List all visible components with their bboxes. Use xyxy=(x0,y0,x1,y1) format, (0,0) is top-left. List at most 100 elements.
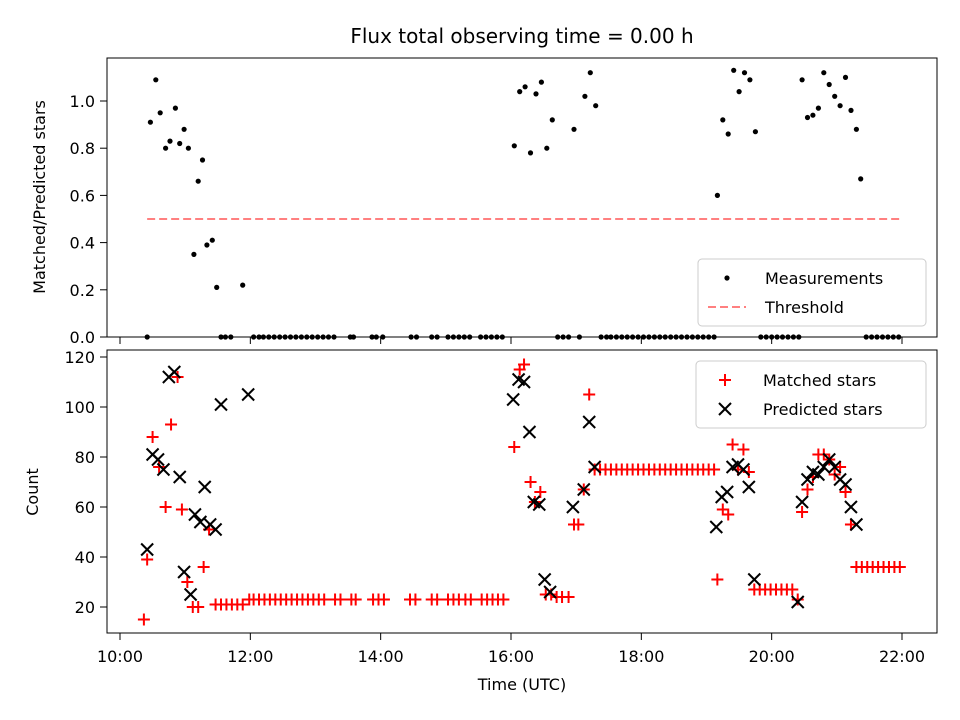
matched-star-point-96 xyxy=(726,438,739,451)
matched-star-point-42 xyxy=(409,593,422,606)
matched-star-point-8 xyxy=(181,576,194,588)
measurement-point-110 xyxy=(804,114,811,121)
matched-star-point-117 xyxy=(839,486,852,498)
top-panel: 0.0 0.2 0.4 0.6 0.8 1.0 Matched/Predicted sta… xyxy=(30,57,938,347)
measurement-point-9 xyxy=(185,145,191,151)
measurement-point-96 xyxy=(731,67,737,73)
top-y-ticks: 0.0 0.2 0.4 0.6 0.8 1.0 xyxy=(70,92,107,347)
measurement-point-66 xyxy=(571,126,577,132)
top-y-tick-label-2: 0.4 xyxy=(70,234,95,253)
predicted-star-point-13 xyxy=(208,522,223,537)
predicted-star-point-28 xyxy=(709,520,723,534)
measurement-point-57 xyxy=(522,84,528,90)
bottom-x-tick-label-2: 14:00 xyxy=(358,647,404,666)
bottom-legend-marker-matched xyxy=(719,374,731,386)
matched-star-point-0 xyxy=(137,613,150,626)
measurement-point-112 xyxy=(815,105,822,111)
matched-star-point-57 xyxy=(518,358,531,371)
matched-star-point-35 xyxy=(334,593,347,606)
measurement-point-55 xyxy=(511,143,517,149)
measurement-point-5 xyxy=(167,138,173,144)
measurement-point-56 xyxy=(517,89,523,95)
top-legend-label-threshold: Threshold xyxy=(764,298,844,317)
measurement-point-116 xyxy=(837,103,843,109)
predicted-star-point-16 xyxy=(506,392,520,407)
measurement-point-69 xyxy=(587,70,593,76)
matched-star-point-55 xyxy=(508,441,521,453)
bottom-x-tick-label-0: 10:00 xyxy=(97,647,143,666)
matched-star-point-58 xyxy=(524,476,537,488)
predicted-star-point-19 xyxy=(522,425,537,439)
bottom-x-tick-label-3: 16:00 xyxy=(488,647,534,666)
predicted-star-point-21 xyxy=(532,497,546,512)
top-chart-title: Flux total observing time = 0.00 h xyxy=(350,24,693,48)
matched-star-point-110 xyxy=(801,483,814,496)
bottom-x-ticks: 10:00 12:00 14:00 16:00 18:00 20:00 22:00 xyxy=(97,633,925,666)
measurement-point-2 xyxy=(153,77,159,83)
top-y-tick-label-5: 1.0 xyxy=(70,92,95,111)
predicted-star-point-10 xyxy=(193,515,208,529)
bottom-y-axis-label: Count xyxy=(23,468,42,516)
bottom-panel: 20 40 60 80 100 120 10:00 12:00 14:00 16:00 18:00… xyxy=(23,348,938,694)
measurement-point-109 xyxy=(799,77,805,83)
measurement-point-120 xyxy=(858,176,864,182)
measurement-point-11 xyxy=(195,178,201,184)
measurement-point-13 xyxy=(204,242,210,248)
measurement-point-118 xyxy=(848,107,854,113)
bottom-y-ticks: 20 40 60 80 100 120 xyxy=(64,348,107,617)
matched-star-point-37 xyxy=(349,593,362,606)
matched-star-point-65 xyxy=(562,591,575,603)
matched-star-point-109 xyxy=(796,506,809,518)
predicted-star-point-24 xyxy=(566,500,580,514)
predicted-star-point-37 xyxy=(795,495,809,509)
measurement-point-60 xyxy=(538,79,545,85)
predicted-star-point-3 xyxy=(156,462,171,477)
predicted-star-point-22 xyxy=(537,572,552,587)
measurement-point-119 xyxy=(853,126,860,132)
bottom-legend-marker-predicted xyxy=(718,402,732,416)
measurement-point-15 xyxy=(214,284,220,290)
measurement-point-12 xyxy=(199,157,206,163)
bottom-x-tick-label-6: 22:00 xyxy=(879,647,925,666)
bottom-legend: Matched stars Predicted stars xyxy=(695,360,927,429)
measurement-point-100 xyxy=(752,129,759,135)
predicted-star-point-5 xyxy=(167,365,182,379)
matched-star-point-6 xyxy=(171,371,184,383)
top-x-ticks xyxy=(119,337,903,344)
predicted-star-point-7 xyxy=(177,565,191,579)
matched-star-point-92 xyxy=(708,463,721,476)
matched-star-point-127 xyxy=(893,561,906,573)
measurement-point-115 xyxy=(832,93,838,99)
predicted-star-point-36 xyxy=(791,595,805,609)
top-y-tick-label-3: 0.6 xyxy=(70,186,95,205)
predicted-star-point-18 xyxy=(517,375,531,389)
matched-star-point-107 xyxy=(786,583,799,596)
matched-star-point-108 xyxy=(791,593,804,606)
matched-star-point-118 xyxy=(844,518,857,531)
measurement-point-7 xyxy=(177,140,183,147)
matched-star-point-11 xyxy=(197,561,210,573)
bottom-legend-label-predicted: Predicted stars xyxy=(763,400,883,419)
bottom-x-axis-label: Time (UTC) xyxy=(477,675,566,694)
top-y-tick-label-0: 0.0 xyxy=(70,328,95,347)
matched-star-point-98 xyxy=(737,443,750,456)
predicted-star-point-8 xyxy=(183,587,198,602)
bottom-legend-box xyxy=(695,360,927,429)
matched-star-point-33 xyxy=(318,593,331,606)
matched-star-point-95 xyxy=(722,508,735,521)
predicted-star-point-46 xyxy=(844,500,858,514)
measurement-point-6 xyxy=(172,105,178,111)
predicted-star-point-2 xyxy=(151,452,165,467)
measurement-point-62 xyxy=(549,117,555,123)
bottom-y-tick-label-1: 40 xyxy=(75,548,95,567)
predicted-star-point-25 xyxy=(577,482,591,497)
bottom-y-tick-label-3: 80 xyxy=(75,448,95,467)
bottom-x-tick-label-5: 20:00 xyxy=(749,647,795,666)
matched-star-point-3 xyxy=(153,461,166,473)
predicted-star-point-11 xyxy=(198,480,212,494)
measurement-point-68 xyxy=(582,93,588,99)
matched-star-point-2 xyxy=(146,431,159,443)
predicted-star-point-33 xyxy=(736,462,751,477)
top-y-tick-label-1: 0.2 xyxy=(70,281,95,300)
